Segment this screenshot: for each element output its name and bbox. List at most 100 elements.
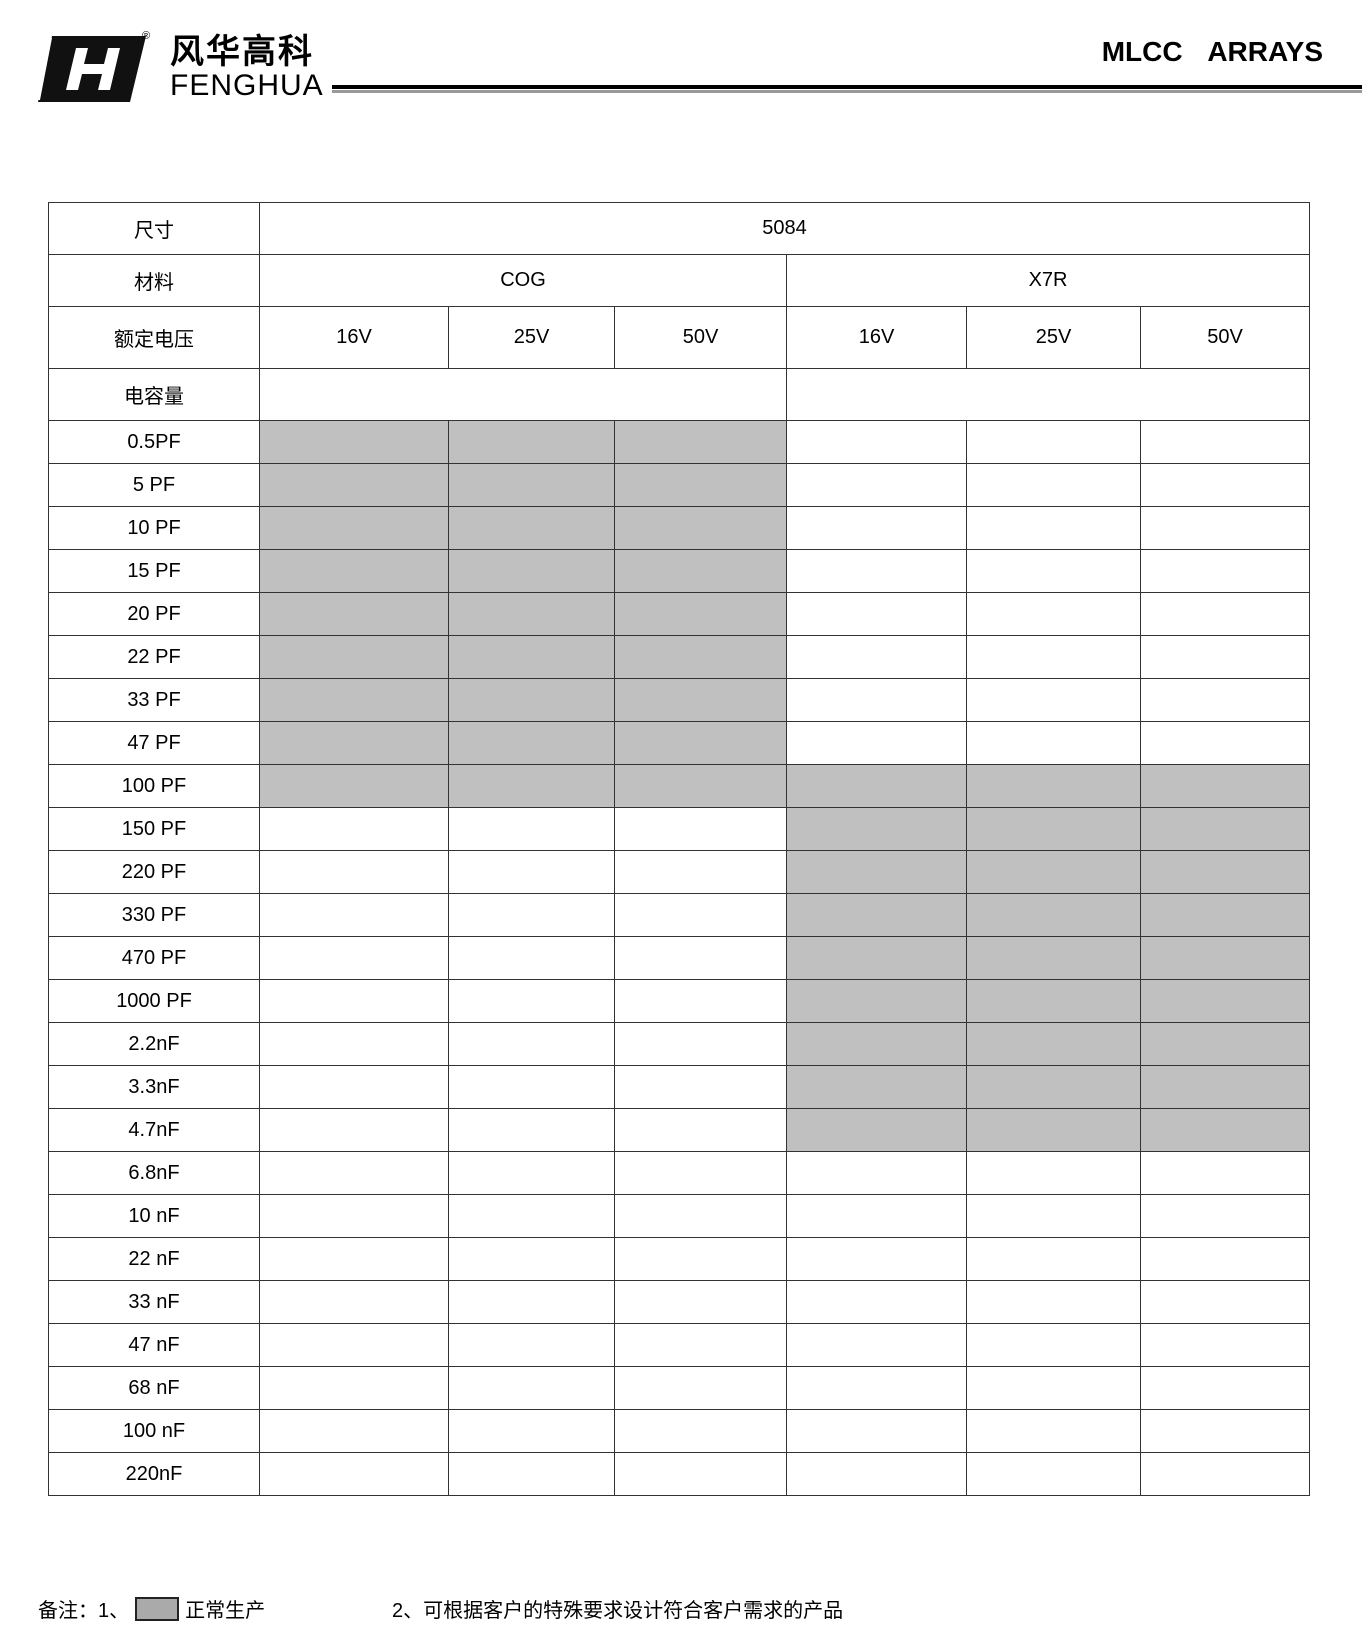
- availability-cell: [1139, 1323, 1311, 1367]
- availability-cell: [786, 764, 967, 808]
- availability-cell: [448, 1280, 615, 1324]
- size-label: 尺寸: [48, 202, 260, 255]
- availability-cell: [614, 1022, 787, 1066]
- availability-cell: [614, 635, 787, 679]
- availability-cell: [966, 1280, 1141, 1324]
- availability-cell: [966, 936, 1141, 980]
- availability-cell: [786, 1065, 967, 1109]
- capacitance-value: 470 PF: [48, 936, 260, 980]
- availability-cell: [448, 549, 615, 593]
- availability-cell: [966, 1366, 1141, 1410]
- capacitance-value: 33 nF: [48, 1280, 260, 1324]
- table-row: 3.3nF: [48, 1065, 1311, 1109]
- availability-cell: [259, 764, 449, 808]
- table-row: 33 nF: [48, 1280, 1311, 1324]
- note-prefix: 备注：1、: [38, 1600, 130, 1622]
- availability-cell: [786, 506, 967, 550]
- capacitance-value: 5 PF: [48, 463, 260, 507]
- table-row: 15 PF: [48, 549, 1311, 593]
- availability-cell: [614, 1108, 787, 1152]
- table-row: 2.2nF: [48, 1022, 1311, 1066]
- availability-cell: [1139, 1409, 1311, 1453]
- capacitance-value: 100 nF: [48, 1409, 260, 1453]
- availability-cell: [1139, 893, 1311, 937]
- availability-cell: [966, 1237, 1141, 1281]
- availability-cell: [786, 549, 967, 593]
- availability-cell: [448, 1323, 615, 1367]
- capacitance-value: 220 PF: [48, 850, 260, 894]
- capacitance-value: 22 PF: [48, 635, 260, 679]
- availability-cell: [259, 420, 449, 464]
- availability-cell: [259, 1065, 449, 1109]
- availability-cell: [259, 807, 449, 851]
- availability-cell: [966, 721, 1141, 765]
- availability-cell: [786, 721, 967, 765]
- capacitance-value: 15 PF: [48, 549, 260, 593]
- availability-cell: [448, 1452, 615, 1496]
- availability-cell: [786, 420, 967, 464]
- legend-swatch: [135, 1596, 180, 1621]
- availability-cell: [786, 1323, 967, 1367]
- availability-cell: [966, 635, 1141, 679]
- table-row: 5 PF: [48, 463, 1311, 507]
- availability-cell: [786, 1194, 967, 1238]
- capacitance-value: 33 PF: [48, 678, 260, 722]
- availability-cell: [259, 1409, 449, 1453]
- capacitance-value: 220nF: [48, 1452, 260, 1496]
- capacitance-value: 20 PF: [48, 592, 260, 636]
- material-cog: COG: [259, 254, 787, 307]
- availability-cell: [259, 936, 449, 980]
- availability-cell: [614, 1151, 787, 1195]
- availability-cell: [1139, 635, 1311, 679]
- availability-cell: [614, 1065, 787, 1109]
- availability-cell: [259, 850, 449, 894]
- availability-cell: [448, 678, 615, 722]
- availability-cell: [966, 592, 1141, 636]
- availability-cell: [614, 807, 787, 851]
- availability-cell: [448, 1237, 615, 1281]
- availability-cell: [1139, 936, 1311, 980]
- availability-cell: [786, 592, 967, 636]
- material-label: 材料: [48, 254, 260, 307]
- availability-cell: [966, 506, 1141, 550]
- voltage: 50V: [1139, 306, 1311, 369]
- availability-cell: [966, 463, 1141, 507]
- note-item1: 正常生产: [185, 1600, 266, 1622]
- availability-cell: [966, 1151, 1141, 1195]
- availability-cell: [786, 893, 967, 937]
- availability-cell: [259, 635, 449, 679]
- capacitance-value: 1000 PF: [48, 979, 260, 1023]
- availability-cell: [1139, 1237, 1311, 1281]
- table-row: 4.7nF: [48, 1108, 1311, 1152]
- table-row: 470 PF: [48, 936, 1311, 980]
- availability-cell: [614, 1366, 787, 1410]
- table-row: 100 PF: [48, 764, 1311, 808]
- availability-cell: [259, 893, 449, 937]
- capacitance-table: 尺寸 5084 材料 COG X7R 额定电压 16V 25V 50V 16V 25V 50V …: [48, 202, 1311, 1496]
- availability-cell: [966, 1409, 1141, 1453]
- availability-cell: [614, 850, 787, 894]
- fenghua-logo: [38, 36, 146, 102]
- availability-cell: [259, 678, 449, 722]
- availability-cell: [448, 936, 615, 980]
- availability-cell: [259, 721, 449, 765]
- capacitance-value: 6.8nF: [48, 1151, 260, 1195]
- availability-cell: [1139, 979, 1311, 1023]
- availability-cell: [614, 1452, 787, 1496]
- availability-cell: [786, 1452, 967, 1496]
- availability-cell: [448, 420, 615, 464]
- availability-cell: [448, 1151, 615, 1195]
- capacitance-value: 0.5PF: [48, 420, 260, 464]
- capacitance-value: 150 PF: [48, 807, 260, 851]
- availability-cell: [259, 979, 449, 1023]
- availability-cell: [614, 1409, 787, 1453]
- availability-cell: [1139, 420, 1311, 464]
- capacitance-value: 47 PF: [48, 721, 260, 765]
- availability-cell: [966, 1194, 1141, 1238]
- availability-cell: [614, 1323, 787, 1367]
- table-row: 6.8nF: [48, 1151, 1311, 1195]
- availability-cell: [786, 1022, 967, 1066]
- material-x7r: X7R: [785, 254, 1311, 307]
- availability-cell: [786, 979, 967, 1023]
- availability-cell: [448, 1108, 615, 1152]
